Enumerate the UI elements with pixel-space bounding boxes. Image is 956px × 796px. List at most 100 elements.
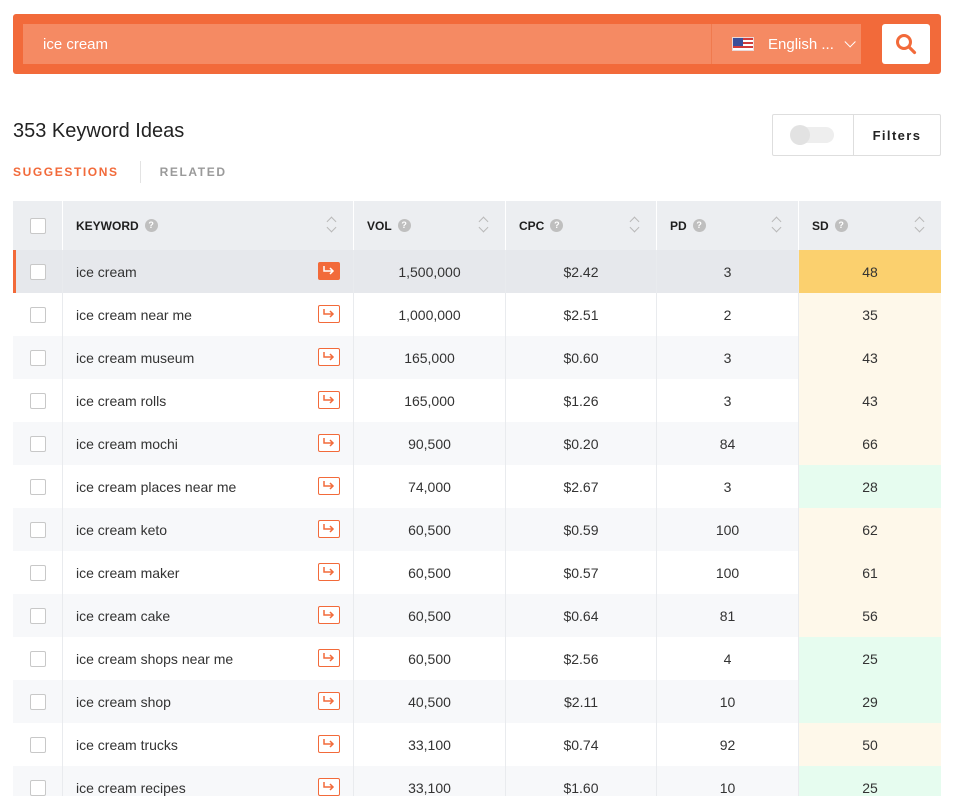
- tab-suggestions[interactable]: SUGGESTIONS: [13, 165, 119, 179]
- table-row[interactable]: ice cream museum 165,000 $0.60 3 43: [13, 336, 941, 379]
- open-keyword-icon[interactable]: [318, 348, 340, 366]
- open-keyword-icon[interactable]: [318, 692, 340, 710]
- table-row[interactable]: ice cream maker 60,500 $0.57 100 61: [13, 551, 941, 594]
- row-checkbox-cell: [13, 551, 63, 594]
- keyword-text[interactable]: ice cream trucks: [76, 736, 178, 753]
- keyword-cell[interactable]: ice cream: [63, 250, 354, 293]
- cpc-cell: $2.11: [506, 680, 657, 723]
- help-icon[interactable]: ?: [692, 219, 706, 232]
- open-keyword-icon[interactable]: [318, 606, 340, 624]
- search-button[interactable]: [882, 24, 930, 64]
- keyword-text[interactable]: ice cream shops near me: [76, 650, 234, 667]
- keyword-cell[interactable]: ice cream museum: [63, 336, 354, 379]
- table-row[interactable]: ice cream shops near me 60,500 $2.56 4 25: [13, 637, 941, 680]
- search-bar: English ...: [13, 14, 941, 74]
- search-input[interactable]: [23, 24, 711, 64]
- table-row[interactable]: ice cream places near me 74,000 $2.67 3 28: [13, 465, 941, 508]
- open-keyword-icon[interactable]: [318, 520, 340, 538]
- keyword-cell[interactable]: ice cream places near me: [63, 465, 354, 508]
- row-checkbox[interactable]: [29, 392, 46, 409]
- cpc-cell: $2.56: [506, 637, 657, 680]
- table-row[interactable]: ice cream trucks 33,100 $0.74 92 50: [13, 723, 941, 766]
- table-row[interactable]: ice cream cake 60,500 $0.64 81 56: [13, 594, 941, 637]
- sort-icon[interactable]: [915, 215, 925, 235]
- keyword-cell[interactable]: ice cream shops near me: [63, 637, 354, 680]
- open-keyword-icon[interactable]: [318, 649, 340, 667]
- table-row[interactable]: ice cream shop 40,500 $2.11 10 29: [13, 680, 941, 723]
- keyword-text[interactable]: ice cream maker: [76, 564, 180, 581]
- row-checkbox[interactable]: [29, 478, 46, 495]
- row-checkbox[interactable]: [29, 521, 46, 538]
- row-checkbox[interactable]: [29, 263, 46, 280]
- column-cpc[interactable]: CPC?: [506, 201, 657, 250]
- column-vol[interactable]: VOL?: [354, 201, 506, 250]
- row-checkbox[interactable]: [29, 349, 46, 366]
- keyword-cell[interactable]: ice cream cake: [63, 594, 354, 637]
- row-checkbox[interactable]: [29, 564, 46, 581]
- keyword-cell[interactable]: ice cream keto: [63, 508, 354, 551]
- keyword-text[interactable]: ice cream mochi: [76, 435, 178, 452]
- table-row[interactable]: ice cream keto 60,500 $0.59 100 62: [13, 508, 941, 551]
- table-header: KEYWORD? VOL? CPC? PD? SD?: [13, 201, 941, 250]
- keyword-cell[interactable]: ice cream near me: [63, 293, 354, 336]
- row-checkbox[interactable]: [29, 607, 46, 624]
- keyword-text[interactable]: ice cream shop: [76, 693, 171, 710]
- open-keyword-icon[interactable]: [318, 391, 340, 409]
- cpc-cell: $1.60: [506, 766, 657, 796]
- row-checkbox[interactable]: [29, 736, 46, 753]
- table-row[interactable]: ice cream mochi 90,500 $0.20 84 66: [13, 422, 941, 465]
- vol-cell: 60,500: [354, 508, 506, 551]
- column-pd[interactable]: PD?: [657, 201, 799, 250]
- sort-icon[interactable]: [772, 215, 782, 235]
- row-checkbox[interactable]: [29, 779, 46, 796]
- language-select[interactable]: English ...: [711, 24, 861, 64]
- keyword-text[interactable]: ice cream rolls: [76, 392, 167, 409]
- row-checkbox[interactable]: [29, 693, 46, 710]
- help-icon[interactable]: ?: [834, 219, 848, 232]
- sort-icon[interactable]: [479, 215, 489, 235]
- pd-cell: 10: [657, 766, 799, 796]
- keyword-text[interactable]: ice cream recipes: [76, 779, 186, 796]
- keyword-cell[interactable]: ice cream mochi: [63, 422, 354, 465]
- row-checkbox[interactable]: [29, 435, 46, 452]
- row-checkbox[interactable]: [29, 306, 46, 323]
- open-keyword-icon[interactable]: [318, 735, 340, 753]
- help-icon[interactable]: ?: [550, 219, 564, 232]
- table-row[interactable]: ice cream rolls 165,000 $1.26 3 43: [13, 379, 941, 422]
- keyword-text[interactable]: ice cream keto: [76, 521, 168, 538]
- row-checkbox[interactable]: [29, 650, 46, 667]
- sort-icon[interactable]: [327, 215, 337, 235]
- table-row[interactable]: ice cream 1,500,000 $2.42 3 48: [13, 250, 941, 293]
- column-pd-label: PD: [670, 218, 687, 233]
- keyword-cell[interactable]: ice cream maker: [63, 551, 354, 594]
- select-all-checkbox[interactable]: [29, 217, 46, 234]
- sd-cell: 43: [799, 336, 941, 379]
- column-keyword[interactable]: KEYWORD?: [63, 201, 354, 250]
- keyword-cell[interactable]: ice cream trucks: [63, 723, 354, 766]
- vol-cell: 1,000,000: [354, 293, 506, 336]
- keyword-text[interactable]: ice cream near me: [76, 306, 192, 323]
- open-keyword-icon[interactable]: [318, 563, 340, 581]
- keyword-cell[interactable]: ice cream recipes: [63, 766, 354, 796]
- keyword-cell[interactable]: ice cream shop: [63, 680, 354, 723]
- filter-toggle[interactable]: [773, 115, 854, 155]
- tab-related[interactable]: RELATED: [159, 165, 227, 179]
- open-keyword-icon[interactable]: [318, 262, 340, 280]
- open-keyword-icon[interactable]: [318, 305, 340, 323]
- keyword-text[interactable]: ice cream museum: [76, 349, 195, 366]
- keyword-text[interactable]: ice cream cake: [76, 607, 171, 624]
- help-icon[interactable]: ?: [144, 219, 158, 232]
- keyword-cell[interactable]: ice cream rolls: [63, 379, 354, 422]
- open-keyword-icon[interactable]: [318, 434, 340, 452]
- sort-icon[interactable]: [630, 215, 640, 235]
- keyword-text[interactable]: ice cream places near me: [76, 478, 237, 495]
- filters-button[interactable]: Filters: [872, 127, 922, 143]
- column-sd[interactable]: SD?: [799, 201, 941, 250]
- open-keyword-icon[interactable]: [318, 477, 340, 495]
- open-keyword-icon[interactable]: [318, 778, 340, 796]
- help-icon[interactable]: ?: [397, 219, 411, 232]
- vol-cell: 40,500: [354, 680, 506, 723]
- table-row[interactable]: ice cream recipes 33,100 $1.60 10 25: [13, 766, 941, 796]
- table-row[interactable]: ice cream near me 1,000,000 $2.51 2 35: [13, 293, 941, 336]
- keyword-text[interactable]: ice cream: [76, 263, 137, 280]
